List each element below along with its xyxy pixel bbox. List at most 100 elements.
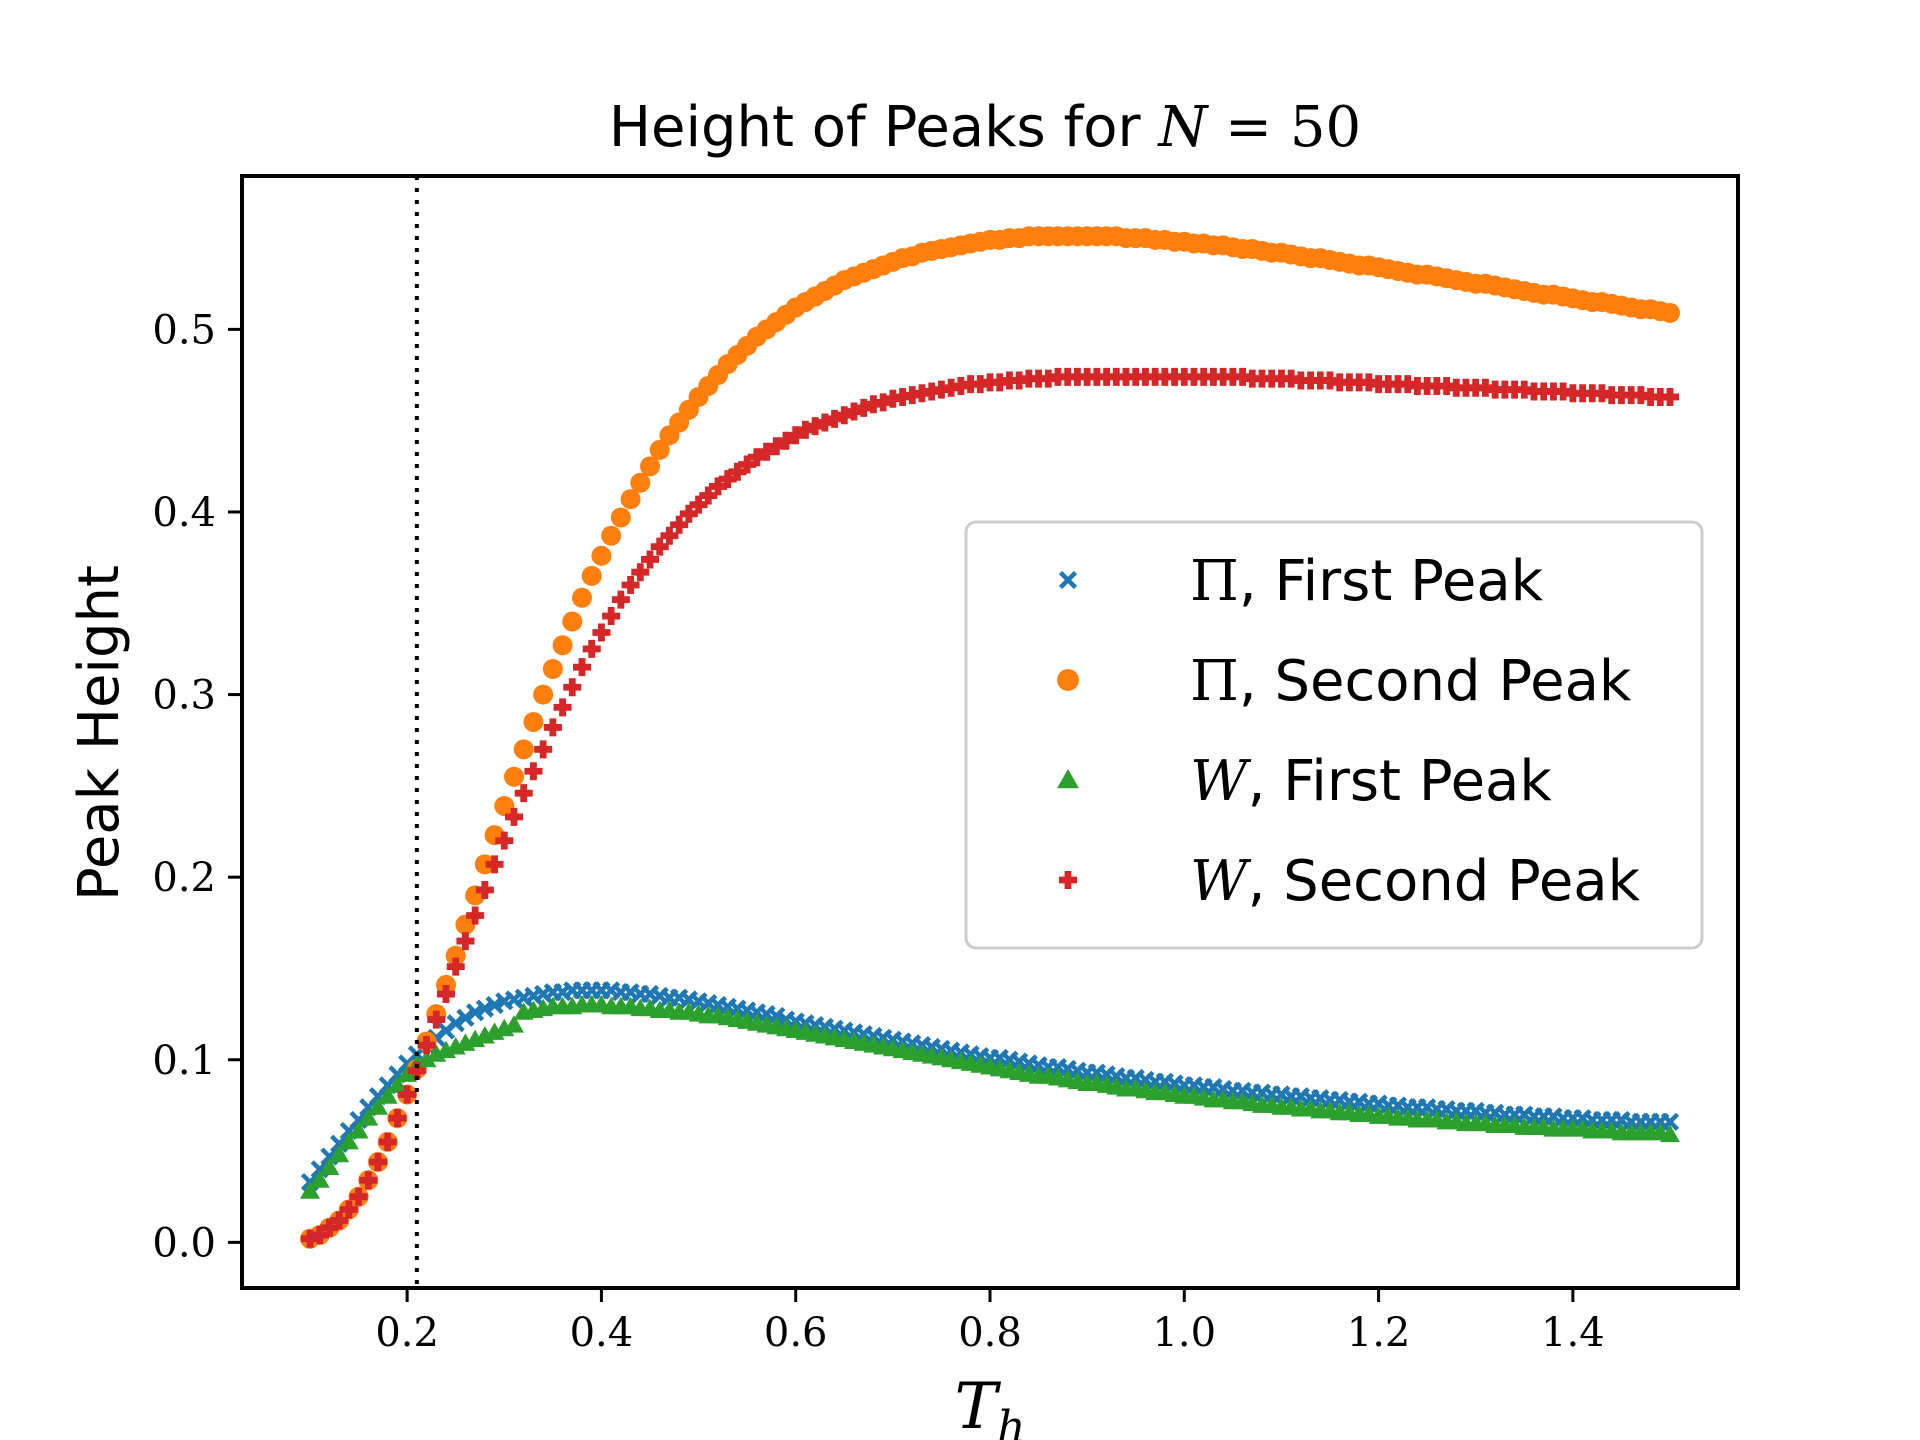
data-point: [1029, 369, 1048, 388]
data-point: [338, 1131, 359, 1150]
y-tick-label: 0.3: [152, 673, 216, 719]
data-point: [495, 831, 514, 850]
data-point: [543, 718, 562, 737]
data-point: [319, 1157, 340, 1175]
data-point: [1039, 369, 1058, 388]
data-point: [485, 855, 504, 874]
data-point: [1126, 367, 1145, 386]
data-point: [397, 1064, 418, 1082]
data-point: [747, 448, 766, 467]
data-point: [903, 386, 922, 405]
data-point: [416, 1049, 437, 1068]
data-point: [650, 537, 669, 556]
data-point: [494, 795, 515, 816]
data-point: [1398, 375, 1417, 394]
data-point: [1515, 380, 1534, 399]
data-point: [990, 373, 1009, 392]
data-point: [310, 1226, 329, 1245]
data-point: [368, 1097, 388, 1115]
data-point: [1495, 380, 1514, 399]
data-point: [1175, 367, 1194, 386]
data-point: [1661, 387, 1679, 406]
y-axis-label: Peak Height: [67, 565, 132, 901]
data-point: [951, 376, 970, 395]
data-point: [728, 462, 747, 481]
data-point: [1204, 367, 1223, 386]
data-point: [398, 1085, 417, 1104]
data-point: [854, 398, 873, 417]
y-tick-label: 0.2: [152, 855, 216, 901]
data-point: [427, 1010, 446, 1029]
legend-marker: [1059, 871, 1077, 889]
data-point: [1554, 382, 1573, 401]
x-axis-label: Th: [954, 1370, 1025, 1440]
data-point: [309, 1170, 330, 1188]
data-point: [893, 387, 912, 406]
legend-marker: [1058, 570, 1078, 590]
data-point: [641, 550, 659, 569]
data-point: [417, 1036, 436, 1055]
data-point: [466, 1003, 485, 1022]
data-point: [1660, 1124, 1680, 1143]
data-point: [534, 740, 553, 759]
data-point: [1282, 369, 1301, 388]
data-point: [553, 698, 572, 717]
data-point: [922, 382, 941, 401]
data-point: [437, 985, 455, 1004]
data-point: [1525, 382, 1543, 401]
data-point: [455, 914, 476, 935]
data-point: [524, 762, 543, 781]
data-point: [1019, 369, 1038, 388]
data-point: [1359, 373, 1378, 392]
data-point: [649, 439, 670, 460]
y-tick-label: 0.1: [152, 1038, 216, 1084]
data-point: [378, 1132, 397, 1151]
data-point: [718, 470, 737, 489]
data-point: [572, 587, 592, 608]
data-point: [388, 1109, 407, 1128]
data-point: [1272, 369, 1291, 388]
data-point: [300, 1181, 320, 1199]
data-point: [504, 766, 524, 787]
data-point: [1427, 376, 1446, 395]
data-point: [592, 623, 611, 642]
data-point: [1369, 375, 1388, 394]
data-point: [1466, 378, 1485, 397]
data-point: [699, 486, 718, 505]
data-point: [1622, 386, 1641, 405]
legend: Π, First Peak Π, Second Peak W, First Peak…: [964, 520, 1704, 950]
data-point: [1136, 367, 1155, 386]
series-2: [300, 226, 1680, 1249]
data-point: [1194, 367, 1213, 386]
data-point: [359, 1171, 378, 1190]
data-point: [475, 880, 494, 899]
data-point: [1447, 378, 1466, 397]
data-point: [864, 395, 883, 414]
data-point: [1437, 376, 1456, 395]
data-point: [1544, 382, 1563, 401]
x-tick-label: 0.2: [375, 1310, 439, 1356]
data-point: [1612, 386, 1631, 405]
data-point: [1389, 375, 1407, 394]
data-point: [436, 974, 456, 995]
data-point: [1486, 380, 1505, 399]
data-point: [456, 932, 475, 951]
legend-box: [964, 520, 1704, 950]
chart-title: Height of Peaks for N = 50: [609, 95, 1361, 160]
data-point: [1651, 387, 1670, 406]
data-point: [670, 515, 689, 534]
x-tick-label: 1.4: [1541, 1310, 1605, 1356]
legend-marker: [1057, 769, 1079, 789]
data-point: [1476, 378, 1495, 397]
data-point: [562, 611, 583, 632]
data-point: [369, 1153, 387, 1172]
legend-marker: [1057, 669, 1079, 691]
data-point: [1330, 373, 1349, 392]
data-point: [1641, 387, 1660, 406]
data-point: [631, 563, 650, 582]
data-point: [971, 375, 990, 394]
data-point: [1087, 367, 1106, 386]
data-point: [981, 373, 999, 392]
data-point: [301, 1229, 319, 1248]
data-point: [757, 442, 776, 461]
